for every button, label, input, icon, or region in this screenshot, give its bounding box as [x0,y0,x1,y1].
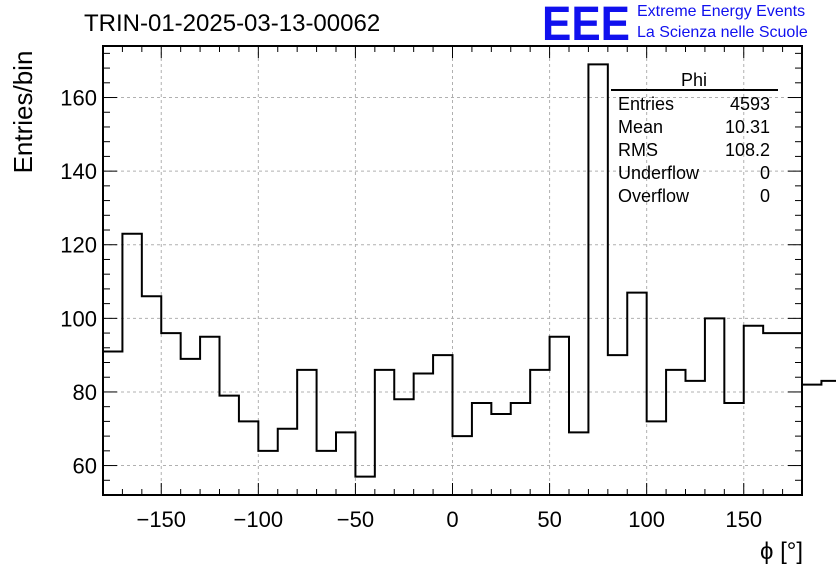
stats-value: 108.2 [725,140,770,160]
x-tick-label: −100 [234,507,284,532]
stats-value: 4593 [730,94,770,114]
histogram-outline [103,63,836,478]
x-tick-label: −150 [136,507,186,532]
y-tick-label: 100 [60,306,97,331]
y-axis-label: Entries/bin [8,51,38,174]
stats-value: 0 [760,163,770,183]
x-tick-label: 50 [537,507,561,532]
y-tick-label: 140 [60,159,97,184]
logo-letters: EEE [542,2,630,44]
y-tick-label: 80 [73,380,97,405]
axis-ticks [102,46,803,496]
stats-label: Overflow [618,186,690,206]
x-tick-label: 100 [628,507,665,532]
y-tick-label: 160 [60,86,97,111]
stats-name: Phi [681,70,707,90]
stats-label: Underflow [618,163,700,183]
y-tick-label: 120 [60,233,97,258]
x-tick-label: −50 [337,507,374,532]
histogram-series [103,63,836,478]
stats-value: 10.31 [725,117,770,137]
stats-label: RMS [618,140,658,160]
chart-title: TRIN-01-2025-03-13-00062 [84,10,381,37]
x-tick-label: 150 [725,507,762,532]
logo-subtitle-2: La Scienza nelle Scuole [637,24,808,41]
stats-label: Mean [618,117,663,137]
tick-labels: −150 −100 −50 0 50 100 150 60 80 100 120 140 160 [60,86,762,532]
x-tick-label: 0 [446,507,458,532]
stats-box: Phi Entries 4593 Mean 10.31 RMS 108.2 Underflo… [611,70,778,206]
stats-rows: Entries 4593 Mean 10.31 RMS 108.2 Underflow 0 Ov… [618,94,770,206]
stats-label: Entries [618,94,674,114]
stats-value: 0 [760,186,770,206]
logo-subtitle-1: Extreme Energy Events [637,3,806,20]
y-tick-label: 60 [73,454,97,479]
eee-logo: EEE [542,2,630,44]
x-axis-label: ϕ [°] [760,538,803,565]
